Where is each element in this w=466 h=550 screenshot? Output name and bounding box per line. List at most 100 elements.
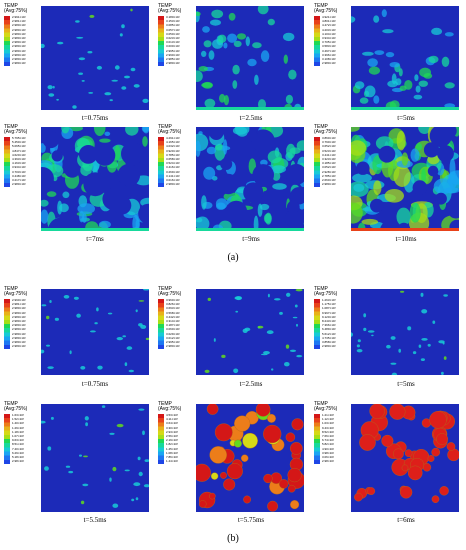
legend-values: 1.63×10³ 1.52×10³ 1.40×10³ 1.29×10³ 1.18×10³…	[12, 413, 24, 463]
legend-value: 5.82×10²	[322, 442, 334, 447]
legend-values: 3.860×10² 3.790×10² 3.652×10² 3.523×10² 3.44…	[322, 136, 336, 186]
legend-values: 3.960×10² 3.826×10² 3.693×10² 3.568×10² 3.44…	[166, 298, 180, 348]
color-legend: TEMP (Avg:75%) 4.921×10² 4.801×10² 4.472×10…	[314, 3, 338, 67]
legend-value: 3.652×10²	[322, 144, 336, 149]
legend-value: 2.980×10²	[166, 344, 180, 349]
legend-values: 1.21×10³ 1.12×10³ 1.03×10³ 9.43×10² 8.52×10²…	[322, 413, 334, 463]
legend-value: 4.90×10²	[322, 446, 334, 451]
temperature-contour-plot	[196, 289, 304, 375]
legend-value: 2.93×10³	[166, 429, 178, 434]
legend-color-bar	[158, 414, 164, 465]
legend-value: 6.489×10²	[322, 327, 336, 332]
legend-value: 4.203×10²	[322, 27, 336, 32]
legend-value: 3.416×10²	[166, 165, 180, 170]
legend-value: 2.980×10²	[12, 40, 26, 45]
panel-time-caption: t=5ms	[397, 380, 415, 388]
legend-values: 4.291×10² 4.165×10² 4.032×10² 3.920×10² 3.78…	[166, 136, 180, 186]
legend-value: 5.18×10²	[12, 455, 24, 460]
legend-value: 9.63×10²	[12, 438, 24, 443]
legend-value: 2.980×10²	[322, 344, 336, 349]
legend-value: 3.085×10²	[166, 23, 180, 28]
legend-value: 2.19×10³	[166, 438, 178, 443]
legend-color-bar	[314, 137, 320, 188]
legend-value: 3.568×10²	[166, 310, 180, 315]
legend-title: TEMP (Avg:75%)	[314, 3, 338, 14]
legend-value: 1.087×10³	[322, 306, 336, 311]
legend-color-bar	[4, 414, 10, 465]
legend-value: 3.693×10²	[166, 306, 180, 311]
legend-value: 3.323×10²	[322, 157, 336, 162]
legend-value: 1.29×10³	[12, 425, 24, 430]
legend-value: 3.180×10²	[166, 15, 180, 19]
legend-value: 1.82×10³	[166, 442, 178, 447]
legend-values: 2.991×10² 2.981×10² 2.980×10² 2.980×10² 2.98…	[12, 15, 26, 65]
color-legend: TEMP (Avg:75%) 1.63×10³ 1.52×10³ 1.40×10³ 1.…	[4, 402, 27, 465]
legend-value: 1.263×10³	[322, 298, 336, 302]
legend-value: 2.980×10²	[12, 48, 26, 53]
legend-title: TEMP (Avg:75%)	[4, 286, 28, 297]
color-legend: TEMP (Avg:75%) 4.291×10² 4.165×10² 4.032×10…	[158, 125, 181, 188]
legend-value: 3.934×10²	[12, 165, 26, 170]
legend-value: 2.980×10²	[12, 327, 26, 332]
legend-values: 2.990×10² 2.981×10² 2.980×10² 2.980×10² 2.98…	[12, 298, 26, 348]
legend-value: 4.53×10³	[166, 413, 178, 417]
legend-color-bar	[4, 137, 10, 188]
legend-value: 3.523×10²	[322, 148, 336, 153]
color-legend: TEMP (Avg:75%) 2.990×10² 2.981×10² 2.980×10…	[4, 286, 28, 350]
legend-value: 3.30×10³	[166, 425, 178, 430]
legend-value: 3.448×10²	[12, 173, 26, 178]
panel-time-caption: t=6ms	[397, 516, 415, 524]
legend-value: 2.991×10²	[12, 15, 26, 19]
legend-value: 3.013×10²	[166, 40, 180, 45]
legend-value: 3.153×10²	[166, 19, 180, 24]
section-b-label: (b)	[227, 533, 239, 544]
legend-value: 3.497×10²	[322, 48, 336, 53]
legend-title: TEMP (Avg:75%)	[158, 286, 182, 297]
legend-value: 2.980×10²	[166, 182, 180, 187]
legend-value: 3.64×10³	[166, 421, 178, 426]
legend-value: 3.790×10²	[322, 140, 336, 145]
legend-value: 2.981×10²	[12, 19, 26, 24]
legend-value: 2.980×10²	[166, 61, 180, 66]
temperature-contour-plot	[351, 289, 459, 375]
legend-value: 3.060×10²	[166, 327, 180, 332]
legend-value: 2.995×10²	[166, 340, 180, 345]
legend-value: 1.52×10³	[12, 417, 24, 422]
legend-value: 3.023×10²	[166, 36, 180, 41]
legend-value: 3.785×10²	[166, 152, 180, 157]
legend-title: TEMP (Avg:75%)	[314, 124, 338, 135]
legend-value: 2.985×10²	[166, 57, 180, 62]
panel-time-caption: t=0.75ms	[81, 380, 109, 388]
color-legend: TEMP (Avg:75%) 1.263×10³ 1.175×10³ 1.087×10…	[314, 287, 337, 350]
panel-time-caption: t=2.5ms	[239, 380, 263, 388]
legend-values: 1.263×10³ 1.175×10³ 1.087×10³ 9.997×10² 9.12…	[322, 298, 336, 348]
legend-value: 8.243×10²	[322, 319, 336, 324]
legend-value: 3.217×10²	[12, 178, 26, 183]
legend-value: 5.450×10²	[12, 140, 26, 145]
legend-value: 3.920×10²	[166, 148, 180, 153]
legend-value: 1.45×10³	[166, 446, 178, 451]
legend-value: 2.995×10²	[166, 48, 180, 53]
legend-value: 2.980×10²	[12, 335, 26, 340]
legend-value: 3.050×10²	[166, 31, 180, 36]
legend-value: 5.612×10²	[322, 331, 336, 336]
color-legend: TEMP (Avg:75%) 3.180×10² 3.153×10² 3.085×10…	[158, 4, 181, 67]
legend-value: 2.980×10²	[12, 57, 26, 62]
temperature-contour-plot	[351, 127, 459, 231]
legend-value: 9.43×10²	[322, 425, 334, 430]
legend-value: 2.980×10²	[322, 61, 336, 66]
legend-color-bar	[158, 137, 164, 188]
legend-value: 7.66×10²	[322, 434, 334, 439]
legend-value: 3.583×10²	[322, 44, 336, 49]
legend-value: 3.108×10²	[322, 57, 336, 62]
legend-value: 3.185×10²	[322, 161, 336, 166]
legend-value: 5.795×10²	[12, 136, 26, 140]
legend-value: 3.860×10²	[322, 136, 336, 140]
legend-value: 1.40×10³	[12, 421, 24, 426]
legend-value: 4.163×10²	[12, 161, 26, 166]
legend-color-bar	[314, 299, 320, 350]
legend-value: 3.396×10²	[322, 52, 336, 57]
temperature-contour-plot	[196, 127, 304, 231]
legend-value: 2.980×10²	[12, 27, 26, 32]
legend-value: 3.052×10²	[322, 165, 336, 170]
